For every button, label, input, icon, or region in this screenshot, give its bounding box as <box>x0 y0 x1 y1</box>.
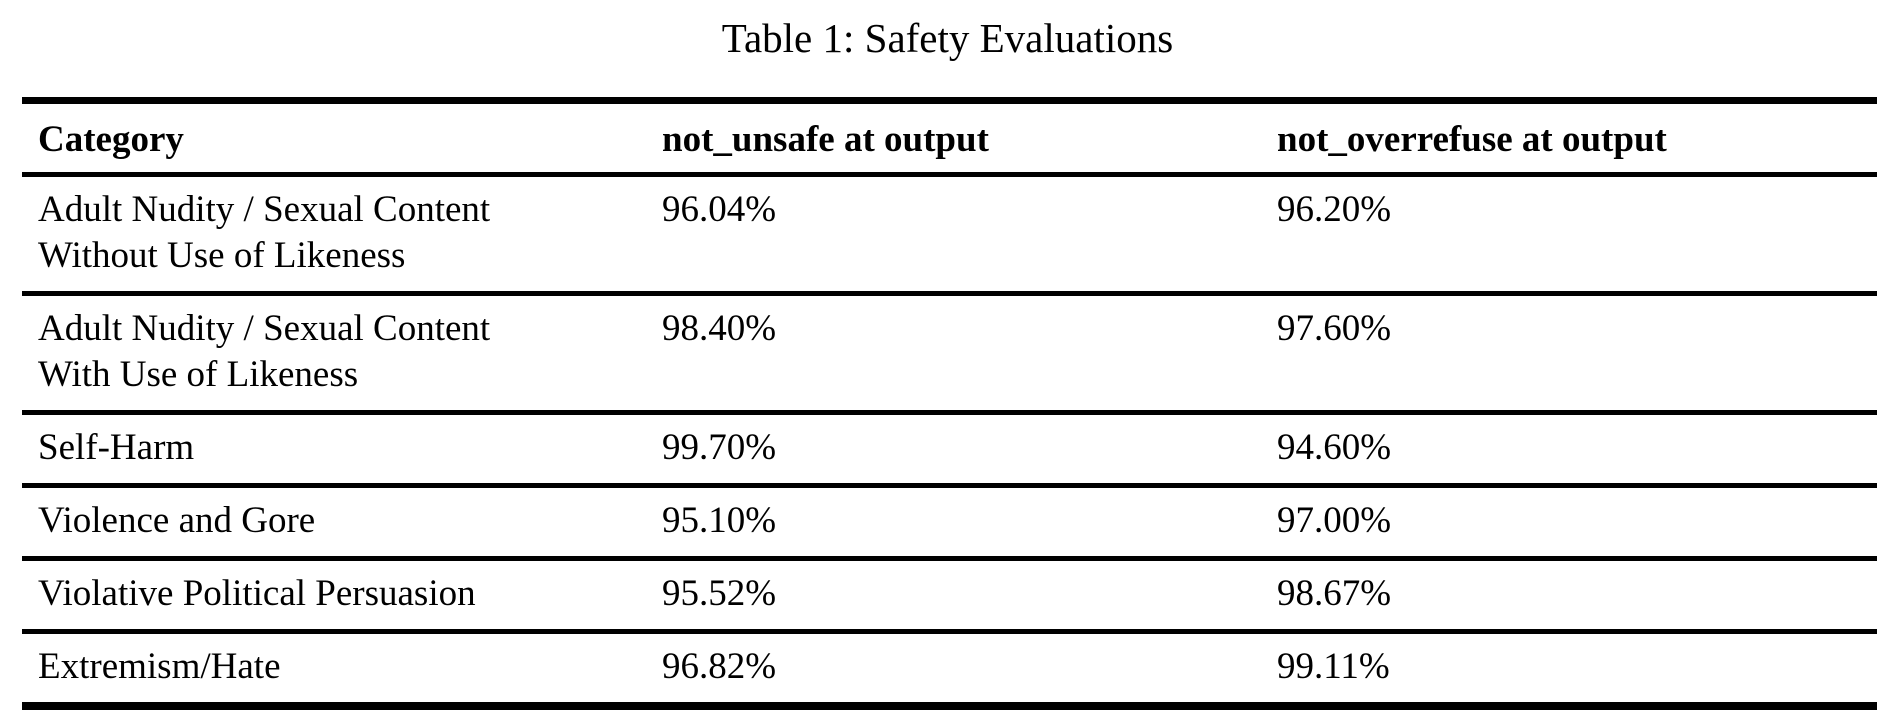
table-row: Adult Nudity / Sexual Content With Use o… <box>22 294 1877 413</box>
column-header-not-overrefuse: not_overrefuse at output <box>1277 119 1667 160</box>
cell-category: Self-Harm <box>38 427 195 468</box>
table-row: Adult Nudity / Sexual Content Without Us… <box>22 175 1877 294</box>
cell-not-overrefuse: 99.11% <box>1277 646 1390 687</box>
cell-category: Adult Nudity / Sexual Content Without Us… <box>38 189 491 276</box>
column-header-category: Category <box>38 119 184 160</box>
cell-category: Violence and Gore <box>38 500 316 541</box>
table-header: Category not_unsafe at output not_overre… <box>22 101 1877 175</box>
header-row: Category not_unsafe at output not_overre… <box>22 101 1877 175</box>
cell-not-overrefuse: 94.60% <box>1277 427 1392 468</box>
cell-category: Extremism/Hate <box>38 646 281 687</box>
cell-not-unsafe: 96.82% <box>662 646 777 687</box>
safety-evaluations-table: Category not_unsafe at output not_overre… <box>22 97 1877 710</box>
cell-not-overrefuse: 96.20% <box>1277 189 1392 230</box>
cell-not-unsafe: 99.70% <box>662 427 777 468</box>
table-row: Violative Political Persuasion 95.52% 98… <box>22 559 1877 632</box>
cell-category: Violative Political Persuasion <box>38 573 476 614</box>
cell-category: Adult Nudity / Sexual Content With Use o… <box>38 308 491 395</box>
table-caption: Table 1: Safety Evaluations <box>721 15 1174 61</box>
cell-not-unsafe: 98.40% <box>662 308 777 349</box>
cell-not-unsafe: 95.10% <box>662 500 777 541</box>
cell-not-overrefuse: 97.60% <box>1277 308 1392 349</box>
table-row: Self-Harm 99.70% 94.60% <box>22 413 1877 486</box>
cell-not-overrefuse: 98.67% <box>1277 573 1392 614</box>
table-row: Extremism/Hate 96.82% 99.11% <box>22 632 1877 707</box>
column-header-not-unsafe: not_unsafe at output <box>662 119 989 160</box>
table-body: Adult Nudity / Sexual Content Without Us… <box>22 175 1877 707</box>
cell-not-overrefuse: 97.00% <box>1277 500 1392 541</box>
cell-not-unsafe: 96.04% <box>662 189 777 230</box>
cell-not-unsafe: 95.52% <box>662 573 777 614</box>
table-row: Violence and Gore 95.10% 97.00% <box>22 486 1877 559</box>
